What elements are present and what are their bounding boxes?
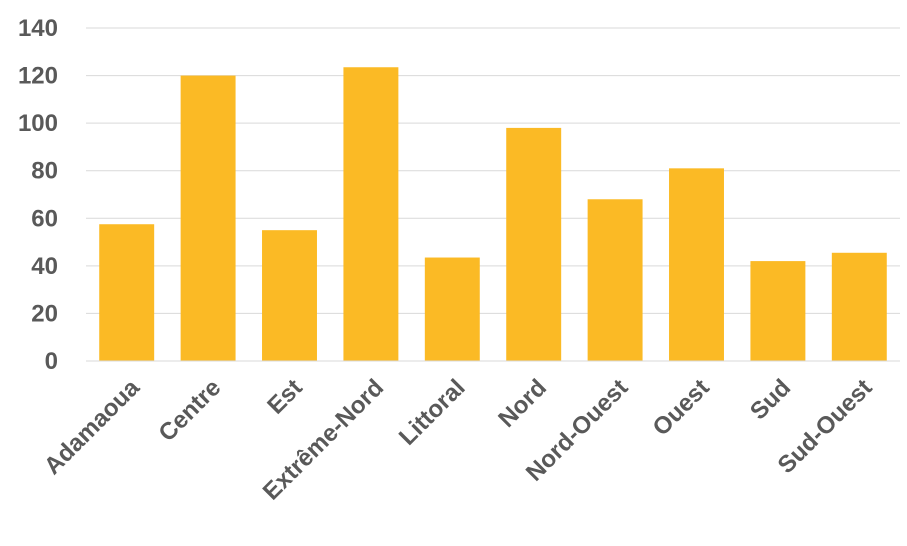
bar-nord [506,127,562,362]
y-tick-label: 60 [31,205,58,232]
bar-nord-ouest [587,199,643,361]
bar-littoral [424,257,480,361]
x-tick-label: Centre [153,374,226,447]
bar-ouest [669,168,724,361]
bar-extr-me-nord [343,67,399,361]
y-tick-label: 120 [18,63,58,90]
x-tick-label: Littoral [394,374,471,451]
y-tick-label: 0 [45,348,58,375]
bar-adamaoua [99,224,155,361]
bars [99,67,887,362]
bar-est [262,230,317,361]
y-tick-label: 80 [31,158,58,185]
y-axis-tick-labels: 0 20 40 60 80 100 120 140 [18,15,58,375]
y-tick-label: 140 [18,15,58,42]
y-tick-label: 20 [31,300,58,327]
bar-sud [750,261,806,361]
bar-centre [180,75,236,362]
x-tick-label: Est [262,374,308,420]
x-tick-label: Nord [493,374,552,433]
bar-sud-ouest [831,252,887,361]
y-tick-label: 100 [18,110,58,137]
x-tick-label: Ouest [648,374,715,441]
x-tick-label: Adamaoua [39,374,145,480]
y-tick-label: 40 [31,253,58,280]
x-tick-label: Sud [745,374,796,425]
